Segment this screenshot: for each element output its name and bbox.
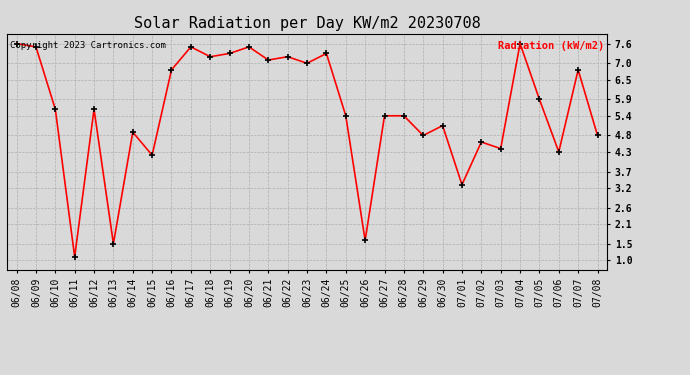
Text: Radiation (kW/m2): Radiation (kW/m2): [498, 41, 604, 51]
Text: Copyright 2023 Cartronics.com: Copyright 2023 Cartronics.com: [10, 41, 166, 50]
Title: Solar Radiation per Day KW/m2 20230708: Solar Radiation per Day KW/m2 20230708: [134, 16, 480, 31]
